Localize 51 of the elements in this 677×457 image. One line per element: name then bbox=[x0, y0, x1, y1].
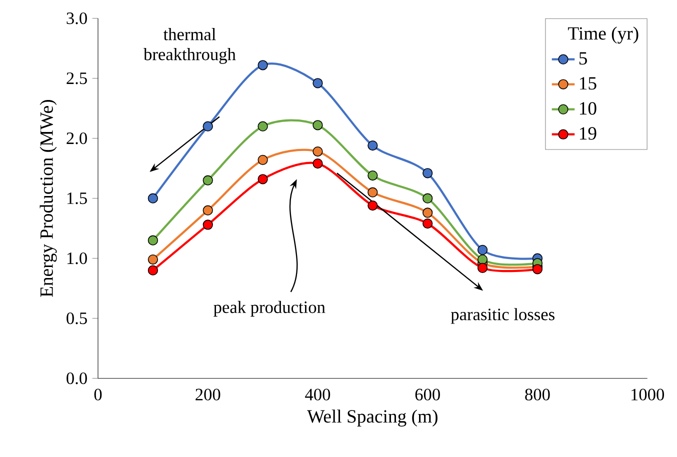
point bbox=[312, 120, 323, 130]
legend-label: 10 bbox=[580, 102, 596, 115]
y-tick-label: 1.0 bbox=[67, 252, 87, 264]
point bbox=[368, 140, 378, 151]
point bbox=[258, 121, 268, 132]
point bbox=[368, 187, 378, 198]
point bbox=[312, 146, 323, 157]
annotation: peak production bbox=[214, 300, 326, 317]
y-axis-title: Energy Production (MWe) bbox=[40, 100, 57, 297]
legend-label: 5 bbox=[579, 52, 587, 65]
point bbox=[368, 170, 378, 181]
annotation: thermal breakthrough bbox=[144, 28, 236, 64]
legend-label: 15 bbox=[580, 77, 596, 90]
point bbox=[202, 121, 213, 132]
point bbox=[422, 218, 433, 229]
point bbox=[202, 220, 213, 230]
point bbox=[312, 78, 323, 88]
point bbox=[148, 265, 158, 276]
legend-label: 19 bbox=[580, 127, 596, 140]
y-tick-label: 0.5 bbox=[66, 312, 87, 324]
x-tick-label: 400 bbox=[305, 388, 330, 400]
x-tick-label: 200 bbox=[196, 388, 220, 400]
x-tick-label: 800 bbox=[525, 388, 550, 400]
x-tick-label: 600 bbox=[415, 388, 440, 400]
point bbox=[258, 60, 268, 70]
point bbox=[422, 208, 433, 218]
legend-title: Time (yr) bbox=[568, 26, 638, 44]
point bbox=[532, 264, 543, 274]
point bbox=[477, 254, 488, 265]
y-tick-label: 0.0 bbox=[66, 372, 87, 384]
point bbox=[148, 193, 158, 204]
point bbox=[258, 174, 268, 184]
point bbox=[422, 193, 433, 204]
point bbox=[368, 200, 378, 211]
annotation: parasitic losses bbox=[450, 308, 554, 324]
point bbox=[148, 254, 158, 265]
x-tick-label: 1000 bbox=[632, 388, 664, 400]
point bbox=[477, 244, 488, 255]
y-tick-label: 3.0 bbox=[66, 12, 87, 24]
y-tick-label: 1.5 bbox=[67, 192, 87, 204]
point bbox=[148, 235, 158, 246]
y-tick-label: 2.0 bbox=[66, 132, 87, 144]
x-axis-title: Well Spacing (m) bbox=[307, 410, 438, 427]
point bbox=[258, 154, 268, 165]
point bbox=[312, 158, 323, 169]
y-tick-label: 2.5 bbox=[66, 72, 87, 84]
point bbox=[422, 168, 433, 178]
point bbox=[202, 175, 213, 186]
x-tick-label: 0 bbox=[94, 388, 102, 400]
point bbox=[202, 205, 213, 216]
point bbox=[477, 262, 488, 273]
